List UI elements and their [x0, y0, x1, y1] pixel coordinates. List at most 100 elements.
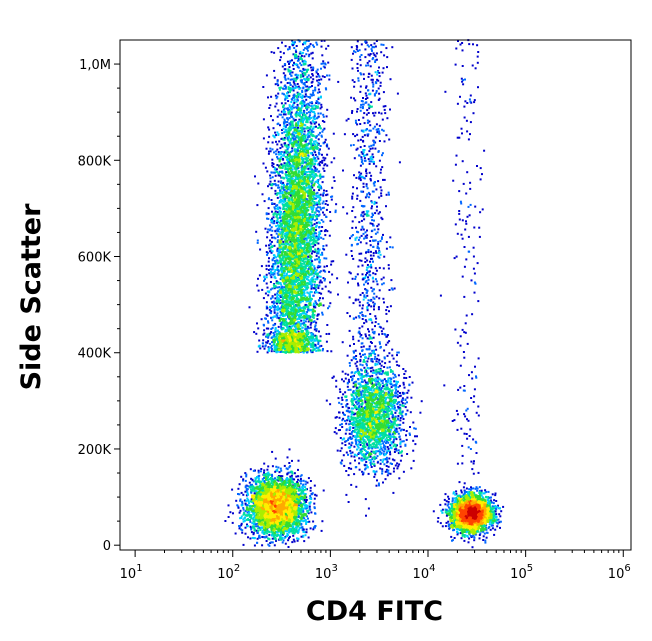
data-point: [272, 343, 275, 346]
data-point: [294, 151, 297, 154]
data-point: [296, 83, 299, 85]
data-point: [281, 227, 284, 230]
data-point: [283, 269, 286, 272]
data-point: [297, 290, 300, 293]
data-point: [317, 285, 320, 288]
data-point: [293, 260, 296, 263]
data-point: [304, 41, 307, 44]
data-point: [267, 340, 270, 343]
data-point: [279, 299, 282, 302]
data-point: [307, 333, 309, 336]
data-point: [293, 190, 296, 193]
data-point: [289, 308, 292, 311]
data-point: [313, 122, 316, 125]
data-point: [309, 101, 312, 104]
data-point: [275, 97, 278, 100]
data-point: [318, 125, 321, 128]
data-point: [274, 293, 277, 296]
data-point: [288, 66, 291, 69]
data-point: [276, 298, 279, 301]
data-point: [317, 127, 320, 129]
data-point: [301, 102, 304, 105]
data-point: [321, 153, 323, 156]
data-point: [311, 186, 314, 189]
data-point: [269, 224, 271, 227]
data-point: [316, 155, 319, 158]
data-point: [269, 281, 272, 283]
data-point: [295, 187, 298, 190]
data-point: [287, 100, 290, 102]
data-point: [280, 283, 283, 286]
data-point: [271, 162, 274, 164]
data-point: [304, 161, 307, 164]
data-point: [278, 174, 281, 177]
data-point: [279, 191, 282, 194]
data-point: [299, 293, 302, 296]
data-point: [328, 305, 331, 308]
data-point: [271, 236, 274, 239]
data-point: [281, 233, 284, 236]
data-point: [331, 186, 334, 189]
data-point: [295, 194, 298, 197]
data-point: [286, 205, 289, 208]
data-point: [284, 121, 287, 124]
data-point: [266, 253, 269, 256]
data-point: [305, 143, 308, 146]
data-point: [315, 71, 318, 74]
data-point: [292, 87, 295, 90]
data-point: [292, 53, 295, 56]
data-point: [289, 300, 292, 303]
data-point: [270, 268, 273, 271]
data-point: [271, 141, 274, 144]
data-point: [322, 247, 324, 250]
data-point: [304, 316, 307, 319]
data-point: [279, 257, 282, 260]
data-point: [317, 112, 320, 115]
data-point: [312, 78, 315, 81]
data-point: [312, 92, 315, 94]
data-point: [330, 263, 333, 266]
data-point: [284, 149, 287, 152]
data-point: [299, 301, 302, 304]
data-point: [318, 123, 320, 126]
data-point: [270, 310, 273, 313]
data-point: [285, 242, 288, 245]
data-point: [321, 161, 324, 164]
data-point: [317, 214, 320, 217]
data-point: [319, 206, 321, 209]
data-point: [281, 145, 284, 148]
data-point: [303, 180, 306, 183]
data-point: [306, 49, 309, 52]
data-point: [264, 317, 267, 320]
data-point: [319, 161, 322, 163]
data-point: [318, 261, 321, 264]
data-point: [281, 116, 284, 119]
data-point: [335, 203, 338, 206]
data-point: [283, 184, 285, 186]
data-point: [319, 177, 322, 180]
data-point: [310, 206, 313, 209]
data-point: [334, 209, 337, 212]
data-point: [306, 126, 309, 129]
data-point: [308, 86, 311, 89]
data-point: [314, 273, 317, 276]
data-point: [271, 296, 274, 299]
data-point: [297, 282, 300, 284]
data-point: [302, 200, 305, 203]
data-point: [280, 224, 283, 227]
data-point: [271, 319, 274, 322]
data-point: [291, 105, 294, 108]
data-point: [315, 301, 318, 304]
data-point: [285, 272, 288, 275]
data-point: [276, 302, 278, 305]
data-point: [270, 328, 273, 330]
data-point: [293, 281, 296, 284]
data-point: [282, 110, 285, 113]
data-point: [284, 113, 287, 116]
data-point: [281, 230, 284, 233]
data-point: [314, 287, 317, 290]
data-point: [311, 224, 314, 227]
data-point: [295, 86, 298, 89]
data-point: [313, 112, 316, 115]
data-point: [285, 217, 287, 220]
